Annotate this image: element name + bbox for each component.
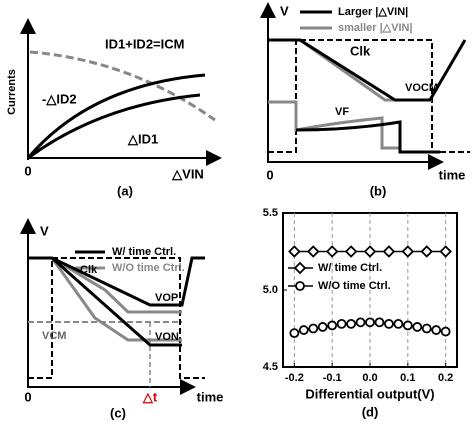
- annotation: VOCM: [405, 82, 438, 94]
- marker: [298, 325, 309, 335]
- vop-w: [28, 256, 205, 307]
- marker: [402, 320, 413, 331]
- annotation: VOP: [155, 292, 178, 304]
- id1-curve: [26, 73, 206, 159]
- x-label: time: [197, 389, 224, 404]
- legend-label: W/ time Ctrl.: [318, 262, 382, 274]
- marker: [325, 245, 339, 258]
- clk: [268, 39, 470, 153]
- marker: [365, 317, 375, 328]
- y-tick-label: 5.0: [263, 284, 278, 296]
- legend-label: smaller |△VIN|: [338, 22, 413, 34]
- caption: (c): [110, 405, 126, 420]
- caption: (d): [362, 404, 379, 419]
- sum-curve: [29, 50, 216, 122]
- annotation: △ID1: [127, 131, 158, 146]
- marker: [317, 322, 328, 332]
- y-label: V: [280, 3, 289, 18]
- marker: [393, 318, 404, 329]
- marker: [431, 325, 442, 335]
- origin: 0: [266, 167, 273, 182]
- marker: [439, 245, 452, 258]
- marker: [412, 322, 423, 332]
- annotation: Clk: [80, 264, 98, 276]
- legend-label: W/ time Ctrl.: [112, 246, 176, 258]
- marker: [384, 318, 394, 329]
- annotation: VCM: [42, 330, 66, 342]
- clk: [28, 257, 205, 379]
- vocm-large: [268, 38, 467, 102]
- id2-curve: [27, 93, 201, 160]
- vf-large: [295, 120, 440, 154]
- legend-label: W/O time Ctrl.: [112, 262, 185, 274]
- legend-marker: [295, 281, 305, 291]
- legend-label: W/O time Ctrl.: [318, 280, 391, 292]
- panel-a: [20, 18, 222, 166]
- x-tick-label: 0.0: [362, 372, 377, 384]
- caption: (a): [117, 183, 133, 198]
- von-w: [51, 256, 182, 347]
- marker: [401, 245, 415, 258]
- marker: [308, 323, 319, 334]
- legend-marker: [293, 261, 307, 275]
- marker: [327, 320, 338, 331]
- caption: (b): [370, 183, 387, 198]
- x-label: △VIN: [171, 166, 204, 181]
- y-label: V: [40, 223, 49, 238]
- annotation: Clk: [350, 43, 371, 58]
- marker: [382, 245, 396, 258]
- x-tick-label: -0.1: [323, 372, 342, 384]
- marker: [355, 317, 366, 328]
- von-wo: [50, 257, 182, 342]
- marker: [421, 323, 432, 334]
- annotation: VF: [335, 106, 349, 118]
- annotation: -△ID2: [42, 91, 77, 106]
- marker: [344, 245, 358, 258]
- x-label: time: [439, 167, 466, 182]
- annotation: VON: [155, 331, 179, 343]
- marker: [306, 245, 320, 258]
- annotation: △t: [142, 389, 158, 404]
- marker: [289, 328, 300, 339]
- x-label: Differential output(V): [305, 386, 434, 401]
- y-label: Currents: [6, 69, 18, 115]
- marker: [363, 245, 377, 258]
- y-tick-label: 5.5: [263, 207, 278, 219]
- marker: [420, 245, 434, 258]
- marker: [336, 318, 347, 329]
- marker: [288, 245, 301, 258]
- x-tick-label: 0.2: [438, 372, 453, 384]
- legend-label: Larger |△VIN|: [338, 6, 408, 18]
- origin: 0: [24, 389, 31, 404]
- origin: 0: [24, 163, 31, 178]
- y-tick-label: 4.5: [263, 361, 278, 373]
- x-tick-label: 0.1: [400, 372, 415, 384]
- marker: [374, 317, 385, 328]
- marker: [440, 326, 451, 337]
- x-tick-label: -0.2: [285, 372, 304, 384]
- panel-b: [260, 2, 470, 170]
- panel-c: [20, 218, 205, 395]
- annotation: ID1+ID2=ICM: [105, 36, 184, 51]
- marker: [346, 318, 356, 329]
